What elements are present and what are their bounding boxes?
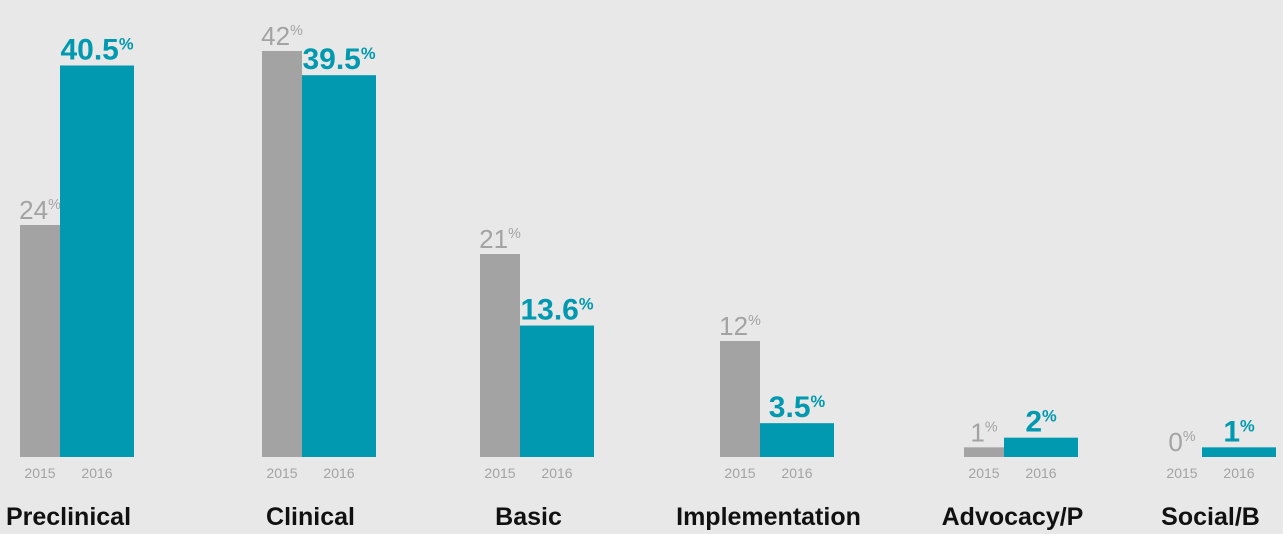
year-label: 2016 [323,465,354,481]
value-label: 2% [1025,406,1057,439]
value-label: 40.5% [60,34,133,67]
year-label: 2016 [541,465,572,481]
bar [520,325,594,457]
bar [20,225,60,457]
value-label: 42% [261,21,303,51]
category-label: Clinical [266,503,355,531]
year-label: 2015 [484,465,515,481]
category-label: Social/B [1161,503,1260,531]
year-label: 2015 [724,465,755,481]
category-label: Advocacy/P [942,503,1084,531]
value-label: 21% [479,224,521,254]
bar [60,65,134,457]
value-label: 13.6% [520,294,593,327]
bar [720,341,760,457]
year-label: 2015 [24,465,55,481]
year-label: 2016 [1223,465,1254,481]
year-label: 2016 [781,465,812,481]
value-label: 1% [970,417,997,447]
category-label: Implementation [676,503,861,531]
year-label: 2015 [1166,465,1197,481]
value-label: 24% [19,195,61,225]
bar [760,423,834,457]
category-label: Basic [495,503,562,531]
value-label: 1% [1223,415,1255,448]
bar [262,51,302,457]
bar [480,254,520,457]
bar [1202,447,1276,457]
category-label: Preclinical [6,503,131,531]
value-label: 39.5% [302,43,375,76]
year-label: 2016 [1025,465,1056,481]
value-label: 3.5% [769,391,826,424]
bar [964,447,1004,457]
year-label: 2015 [266,465,297,481]
year-label: 2015 [968,465,999,481]
year-label: 2016 [81,465,112,481]
bar [1004,437,1078,457]
value-label: 12% [719,311,761,341]
bar [302,75,376,458]
value-label: 0% [1168,427,1195,457]
